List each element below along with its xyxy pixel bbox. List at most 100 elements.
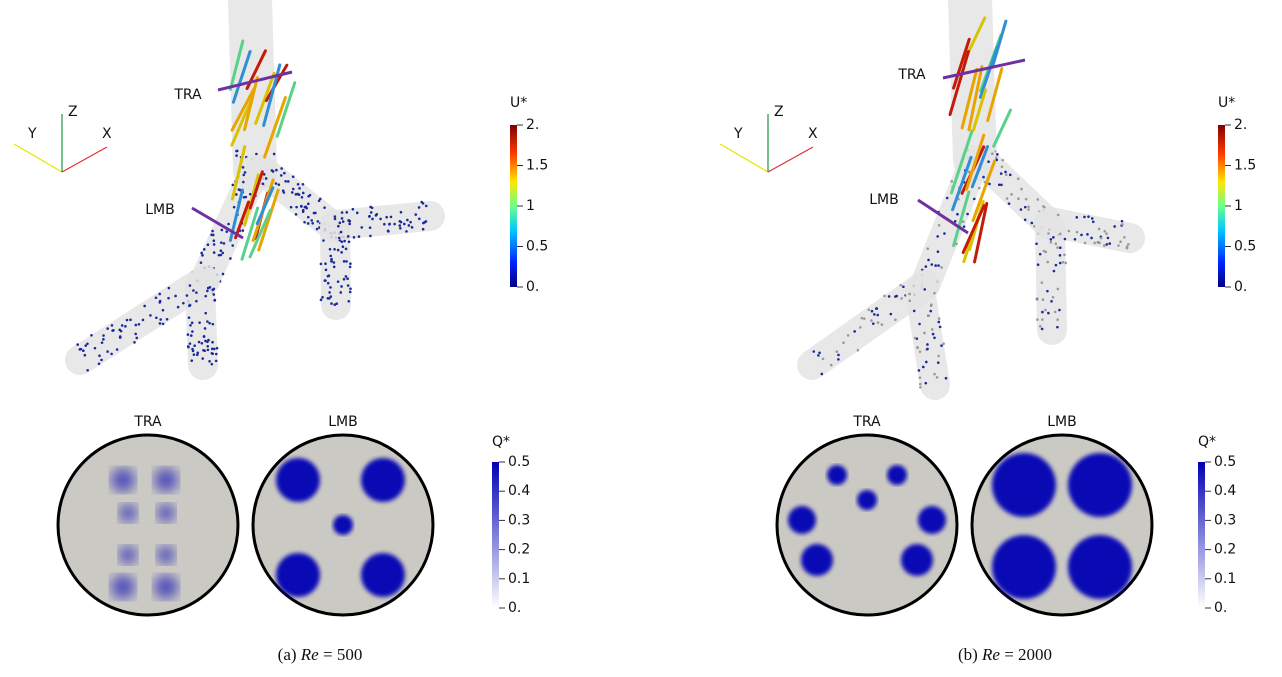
- speckle: [332, 261, 336, 264]
- speckle: [212, 293, 216, 296]
- vortex-streak: [243, 76, 259, 132]
- speckle: [1083, 215, 1086, 219]
- speckle: [421, 227, 425, 231]
- speckle: [340, 217, 344, 220]
- speckle: [206, 344, 210, 348]
- airway-tube: [905, 275, 950, 400]
- speckle: [1016, 177, 1020, 180]
- speckle: [279, 174, 283, 177]
- speckle: [176, 305, 180, 309]
- vortex-blob: [992, 535, 1056, 599]
- speckle: [191, 347, 194, 351]
- speckle: [924, 381, 928, 385]
- speckle: [186, 333, 190, 336]
- speckle: [1127, 243, 1130, 246]
- speckle: [347, 219, 351, 223]
- speckle: [972, 197, 976, 201]
- speckle: [208, 359, 211, 363]
- speckle: [335, 302, 338, 305]
- speckle: [210, 347, 214, 351]
- speckle: [1036, 263, 1040, 267]
- speckle: [328, 291, 331, 294]
- vortex-streak: [952, 190, 971, 248]
- speckle: [398, 224, 402, 227]
- speckle: [284, 179, 287, 183]
- speckle: [219, 249, 223, 253]
- colorbar-tick-label: 0.: [526, 279, 539, 295]
- speckle: [193, 344, 196, 348]
- speckle: [318, 226, 321, 229]
- speckle: [1050, 300, 1053, 303]
- speckle: [1023, 218, 1027, 222]
- speckle: [966, 212, 969, 216]
- speckle: [110, 352, 113, 356]
- speckle: [149, 314, 152, 317]
- speckle: [340, 285, 343, 288]
- speckle: [262, 173, 266, 176]
- speckle: [221, 272, 225, 276]
- speckle: [1019, 208, 1023, 211]
- speckle: [220, 228, 224, 232]
- speckle: [133, 341, 136, 344]
- speckle: [129, 318, 132, 322]
- speckle: [859, 326, 862, 329]
- speckle: [275, 168, 278, 172]
- speckle: [926, 343, 929, 346]
- axis-y: [719, 143, 769, 173]
- vortex-streak: [961, 204, 986, 254]
- speckle: [937, 320, 941, 324]
- speckle: [102, 334, 105, 337]
- speckle: [1075, 216, 1079, 219]
- speckle: [379, 217, 382, 221]
- speckle: [211, 229, 214, 233]
- speckle: [242, 196, 246, 199]
- speckle: [370, 206, 374, 210]
- vortex-blob: [918, 506, 946, 534]
- speckle: [385, 215, 388, 219]
- speckle: [235, 154, 238, 157]
- speckle: [355, 211, 359, 215]
- speckle: [1052, 236, 1055, 239]
- speckle: [912, 309, 916, 313]
- speckle: [399, 226, 402, 230]
- speckle: [918, 322, 921, 326]
- speckle: [214, 359, 218, 363]
- speckle: [340, 240, 344, 244]
- speckle: [1120, 219, 1124, 223]
- speckle: [190, 321, 194, 325]
- speckle: [1056, 213, 1060, 217]
- speckle: [211, 322, 215, 326]
- speckle: [347, 299, 351, 303]
- airway-tube: [185, 270, 218, 380]
- speckle: [124, 325, 127, 328]
- colorbar-tick-label: 2.: [1234, 117, 1247, 133]
- speckle: [937, 317, 941, 320]
- vortex-streak: [967, 65, 984, 132]
- speckle: [305, 206, 309, 210]
- vortex-streak: [978, 45, 999, 99]
- speckle: [212, 251, 216, 254]
- speckle: [1113, 225, 1116, 228]
- speckle: [213, 298, 217, 302]
- speckle: [1054, 242, 1058, 245]
- axis-label: Z: [68, 104, 78, 120]
- speckle: [389, 215, 393, 219]
- colorbar-tick-label: 0.4: [508, 483, 530, 499]
- speckle: [937, 354, 940, 358]
- speckle: [1056, 318, 1059, 322]
- speckle: [197, 340, 201, 344]
- section-title: TRA: [852, 414, 881, 430]
- speckle: [208, 321, 211, 325]
- speckle: [158, 299, 162, 303]
- vortex-blob: [1068, 535, 1132, 599]
- speckle: [1073, 237, 1077, 241]
- speckle: [333, 215, 337, 218]
- speckle: [98, 354, 101, 357]
- speckle: [853, 330, 856, 333]
- speckle: [817, 354, 820, 357]
- speckle: [243, 171, 247, 174]
- caption-part: Re: [300, 645, 319, 664]
- speckle: [938, 325, 942, 329]
- vortex-blob: [901, 544, 933, 576]
- speckle: [333, 248, 336, 251]
